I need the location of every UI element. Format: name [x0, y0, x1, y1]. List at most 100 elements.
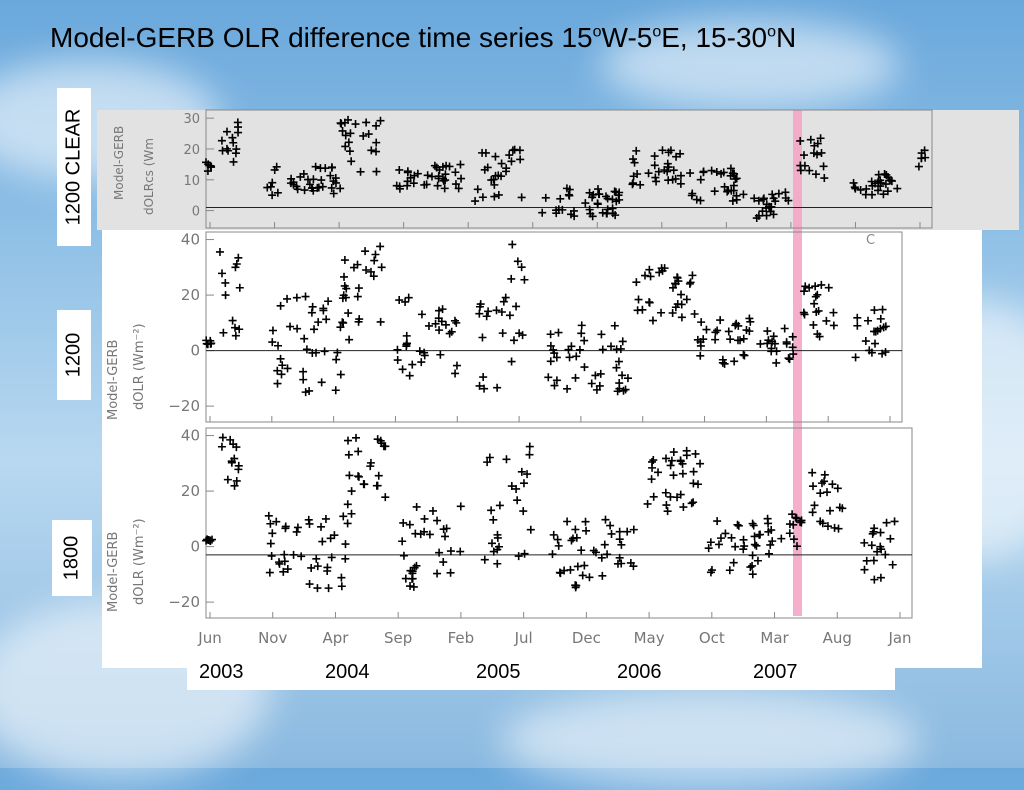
x-tick-label: Aug [823, 629, 852, 647]
data-point [772, 347, 781, 356]
data-point [668, 175, 677, 184]
data-point [789, 350, 798, 359]
data-point [733, 520, 742, 529]
data-point [647, 475, 656, 484]
data-point [572, 581, 581, 590]
year-label: 2003 [199, 661, 244, 683]
data-point [673, 273, 682, 282]
data-point [403, 181, 412, 190]
data-point [519, 507, 528, 516]
data-point [305, 580, 314, 589]
panel-1200-frame [205, 231, 903, 423]
data-point [277, 370, 286, 379]
data-point [731, 175, 740, 184]
data-point [377, 263, 386, 272]
data-point [433, 569, 442, 578]
data-point [233, 118, 242, 127]
data-point [451, 369, 460, 378]
data-point [354, 472, 363, 481]
data-point [479, 373, 488, 382]
data-point [428, 506, 437, 515]
data-point [571, 373, 580, 382]
data-point [498, 329, 507, 338]
data-point [580, 336, 589, 345]
data-point [577, 546, 586, 555]
data-point [393, 345, 402, 354]
data-point [770, 339, 779, 348]
data-point [612, 363, 621, 372]
data-point [457, 174, 466, 183]
data-point [618, 371, 627, 380]
data-point [739, 535, 748, 544]
data-point [597, 553, 606, 562]
data-point [575, 345, 584, 354]
data-point [767, 526, 776, 535]
data-point [376, 116, 385, 125]
y-tick-label: 20 [183, 143, 200, 158]
data-point [273, 379, 282, 388]
panel-1800-frame [205, 427, 913, 619]
data-point [362, 118, 371, 127]
data-point [541, 193, 550, 202]
data-point [667, 456, 676, 465]
data-point [749, 521, 758, 530]
data-point [333, 348, 342, 357]
data-point [726, 164, 735, 173]
data-point [800, 287, 809, 296]
data-point [647, 457, 656, 466]
data-point [399, 518, 408, 527]
data-point [283, 364, 292, 373]
data-point [475, 381, 484, 390]
ylabel-1800-2: dOLR (Wm⁻²) [132, 518, 147, 605]
data-point [340, 256, 349, 265]
data-point [764, 336, 773, 345]
ylabel-clear-1: Model-GERB [112, 126, 126, 200]
data-point [748, 570, 757, 579]
data-point [311, 162, 320, 171]
data-point [366, 267, 375, 276]
data-point [548, 550, 557, 559]
x-tick-label: Mar [760, 629, 789, 647]
data-point [666, 492, 675, 501]
y-tick-label: 0 [190, 342, 200, 360]
data-point [362, 266, 371, 275]
data-point [346, 129, 355, 138]
data-point [495, 501, 504, 510]
data-point [275, 559, 284, 568]
data-point [813, 150, 822, 159]
data-point [706, 538, 715, 547]
data-point [356, 167, 365, 176]
data-point [672, 152, 681, 161]
data-point [740, 351, 749, 360]
data-point [336, 184, 345, 193]
data-point [870, 306, 879, 315]
data-point [299, 375, 308, 384]
data-point [876, 528, 885, 537]
data-point [552, 376, 561, 385]
data-point [643, 499, 652, 508]
x-tick-label: Dec [572, 629, 601, 647]
data-point [808, 468, 817, 477]
y-tick-label: 0 [190, 538, 200, 556]
data-point [769, 194, 778, 203]
data-point [565, 353, 574, 362]
x-tick-label: Sep [384, 629, 412, 647]
data-point [339, 318, 348, 327]
data-point [341, 131, 350, 140]
data-point [593, 200, 602, 209]
data-point [232, 145, 241, 154]
data-point [597, 330, 606, 339]
data-point [649, 492, 658, 501]
data-point [694, 480, 703, 489]
data-point [351, 120, 360, 129]
data-point [777, 534, 786, 543]
data-point [381, 493, 390, 502]
data-point [490, 180, 499, 189]
data-point [279, 567, 288, 576]
data-point [509, 336, 518, 345]
data-point [563, 517, 572, 526]
data-point [229, 157, 238, 166]
data-point [788, 343, 797, 352]
data-point [648, 316, 657, 325]
data-point [374, 471, 383, 480]
